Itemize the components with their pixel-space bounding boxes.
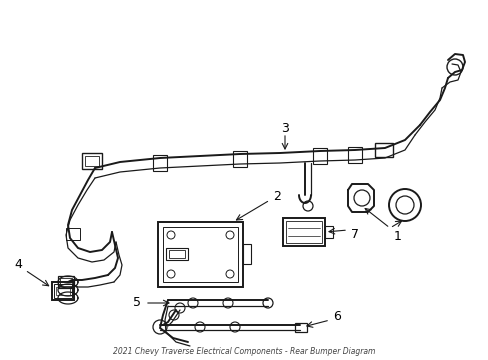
Bar <box>85 156 99 166</box>
Text: 2021 Chevy Traverse Electrical Components - Rear Bumper Diagram: 2021 Chevy Traverse Electrical Component… <box>113 347 374 356</box>
Text: 2: 2 <box>272 189 281 202</box>
Text: 5: 5 <box>133 297 141 310</box>
Bar <box>347 147 361 163</box>
Bar <box>60 278 72 286</box>
Bar <box>58 276 74 288</box>
Bar <box>325 226 332 238</box>
Text: 1: 1 <box>393 230 401 243</box>
Bar <box>312 148 326 164</box>
Text: 4: 4 <box>14 258 22 271</box>
Bar <box>232 151 246 167</box>
Bar <box>82 153 102 169</box>
Text: 7: 7 <box>350 228 358 240</box>
Text: 3: 3 <box>281 122 288 135</box>
Bar <box>54 284 72 298</box>
Bar <box>243 244 250 264</box>
Bar <box>374 143 392 157</box>
Bar <box>165 248 187 260</box>
Bar <box>158 222 243 287</box>
Bar <box>153 155 167 171</box>
Bar <box>52 282 74 300</box>
Bar <box>294 323 306 332</box>
Text: 6: 6 <box>332 310 340 323</box>
Bar <box>285 221 321 243</box>
Bar <box>56 287 70 295</box>
Bar <box>163 227 238 282</box>
Bar <box>66 228 80 240</box>
Bar <box>283 218 325 246</box>
Bar <box>169 250 184 258</box>
